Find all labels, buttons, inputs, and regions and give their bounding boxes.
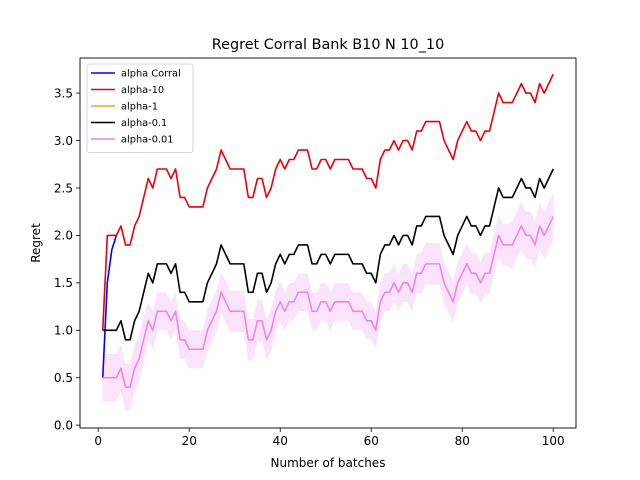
x-tick-label: 0 — [94, 434, 102, 448]
legend-box — [86, 63, 194, 153]
x-tick-label: 60 — [364, 434, 379, 448]
legend: alpha Corral alpha-10 alpha-1 alpha-0.1 alph… — [86, 63, 194, 153]
chart-title: Regret Corral Bank B10 N 10_10 — [212, 37, 444, 53]
series-line-4 — [102, 216, 554, 389]
x-axis-label: Number of batches — [271, 456, 386, 470]
y-axis-label: Regret — [29, 223, 43, 263]
y-tick-label: 0.5 — [54, 371, 73, 385]
y-tick-label: 2.0 — [54, 229, 73, 243]
y-tick-label: 3.0 — [54, 134, 73, 148]
x-tick-label: 40 — [273, 434, 288, 448]
series-line-1 — [101, 73, 554, 331]
x-tick-label: 100 — [542, 434, 565, 448]
legend-label: alpha Corral — [121, 69, 181, 80]
y-tick-label: 2.5 — [54, 181, 73, 195]
y-tick-label: 0.0 — [54, 418, 73, 432]
y-axis-ticks: 0.0 0.5 1.0 1.5 2.0 2.5 3.0 3.5 — [54, 86, 80, 432]
y-tick-label: 1.5 — [54, 276, 73, 290]
plot-area — [101, 73, 554, 411]
axes-frame — [79, 57, 577, 429]
legend-label: alpha-10 — [121, 85, 164, 96]
legend-label: alpha-1 — [121, 102, 158, 113]
series-band-4 — [102, 192, 554, 411]
series-line-3 — [102, 168, 554, 341]
y-tick-label: 1.0 — [54, 324, 73, 338]
x-tick-label: 80 — [455, 434, 470, 448]
legend-label: alpha-0.1 — [121, 118, 167, 129]
x-axis-ticks: 0 20 40 60 80 100 — [94, 428, 565, 448]
legend-label: alpha-0.01 — [121, 135, 174, 146]
x-tick-label: 20 — [182, 434, 197, 448]
y-tick-label: 3.5 — [54, 86, 73, 100]
